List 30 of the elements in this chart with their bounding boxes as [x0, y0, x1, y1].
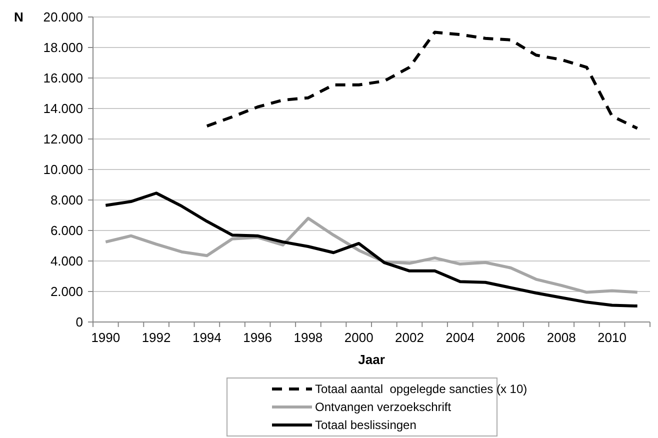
x-tick-label: 1994: [192, 330, 222, 345]
line-series: [205, 30, 639, 130]
y-tick-label: 18.000: [43, 40, 83, 56]
legend-label: Ontvangen verzoekschrift: [315, 400, 452, 414]
y-tick-label: 20.000: [43, 10, 83, 25]
y-tick-label: 4.000: [50, 254, 83, 269]
y-tick-label: 12.000: [43, 132, 83, 147]
y-tick-label: 6.000: [50, 223, 83, 238]
legend-label: Totaal beslissingen: [315, 418, 416, 432]
y-tick-label: 8.000: [50, 192, 83, 208]
y-tick-label: 16.000: [43, 70, 83, 86]
x-tick-label: 2008: [546, 330, 576, 345]
x-tick-label: 2002: [395, 330, 424, 345]
x-tick-label: 1998: [294, 330, 323, 345]
x-tick-label: 2006: [496, 330, 526, 345]
y-tick-label: 2.000: [50, 284, 83, 300]
line-series: [104, 192, 639, 308]
x-tick-label: 1996: [243, 330, 272, 345]
x-tick-label: 2010: [598, 330, 626, 345]
y-tick-label: 14.000: [43, 101, 83, 116]
x-tick-label: 1990: [91, 330, 120, 345]
x-axis-title: Jaar: [358, 352, 385, 367]
y-tick-label: 0: [76, 314, 83, 330]
x-tick-label: 2004: [446, 330, 475, 345]
x-tick-label: 2000: [344, 330, 374, 345]
line-series: [104, 216, 639, 294]
y-axis-title: N: [14, 10, 24, 25]
legend-label: Totaal aantal opgelegde sancties (x 10): [315, 382, 528, 396]
y-tick-label: 10.000: [43, 162, 83, 178]
x-tick-label: 1992: [142, 330, 171, 345]
